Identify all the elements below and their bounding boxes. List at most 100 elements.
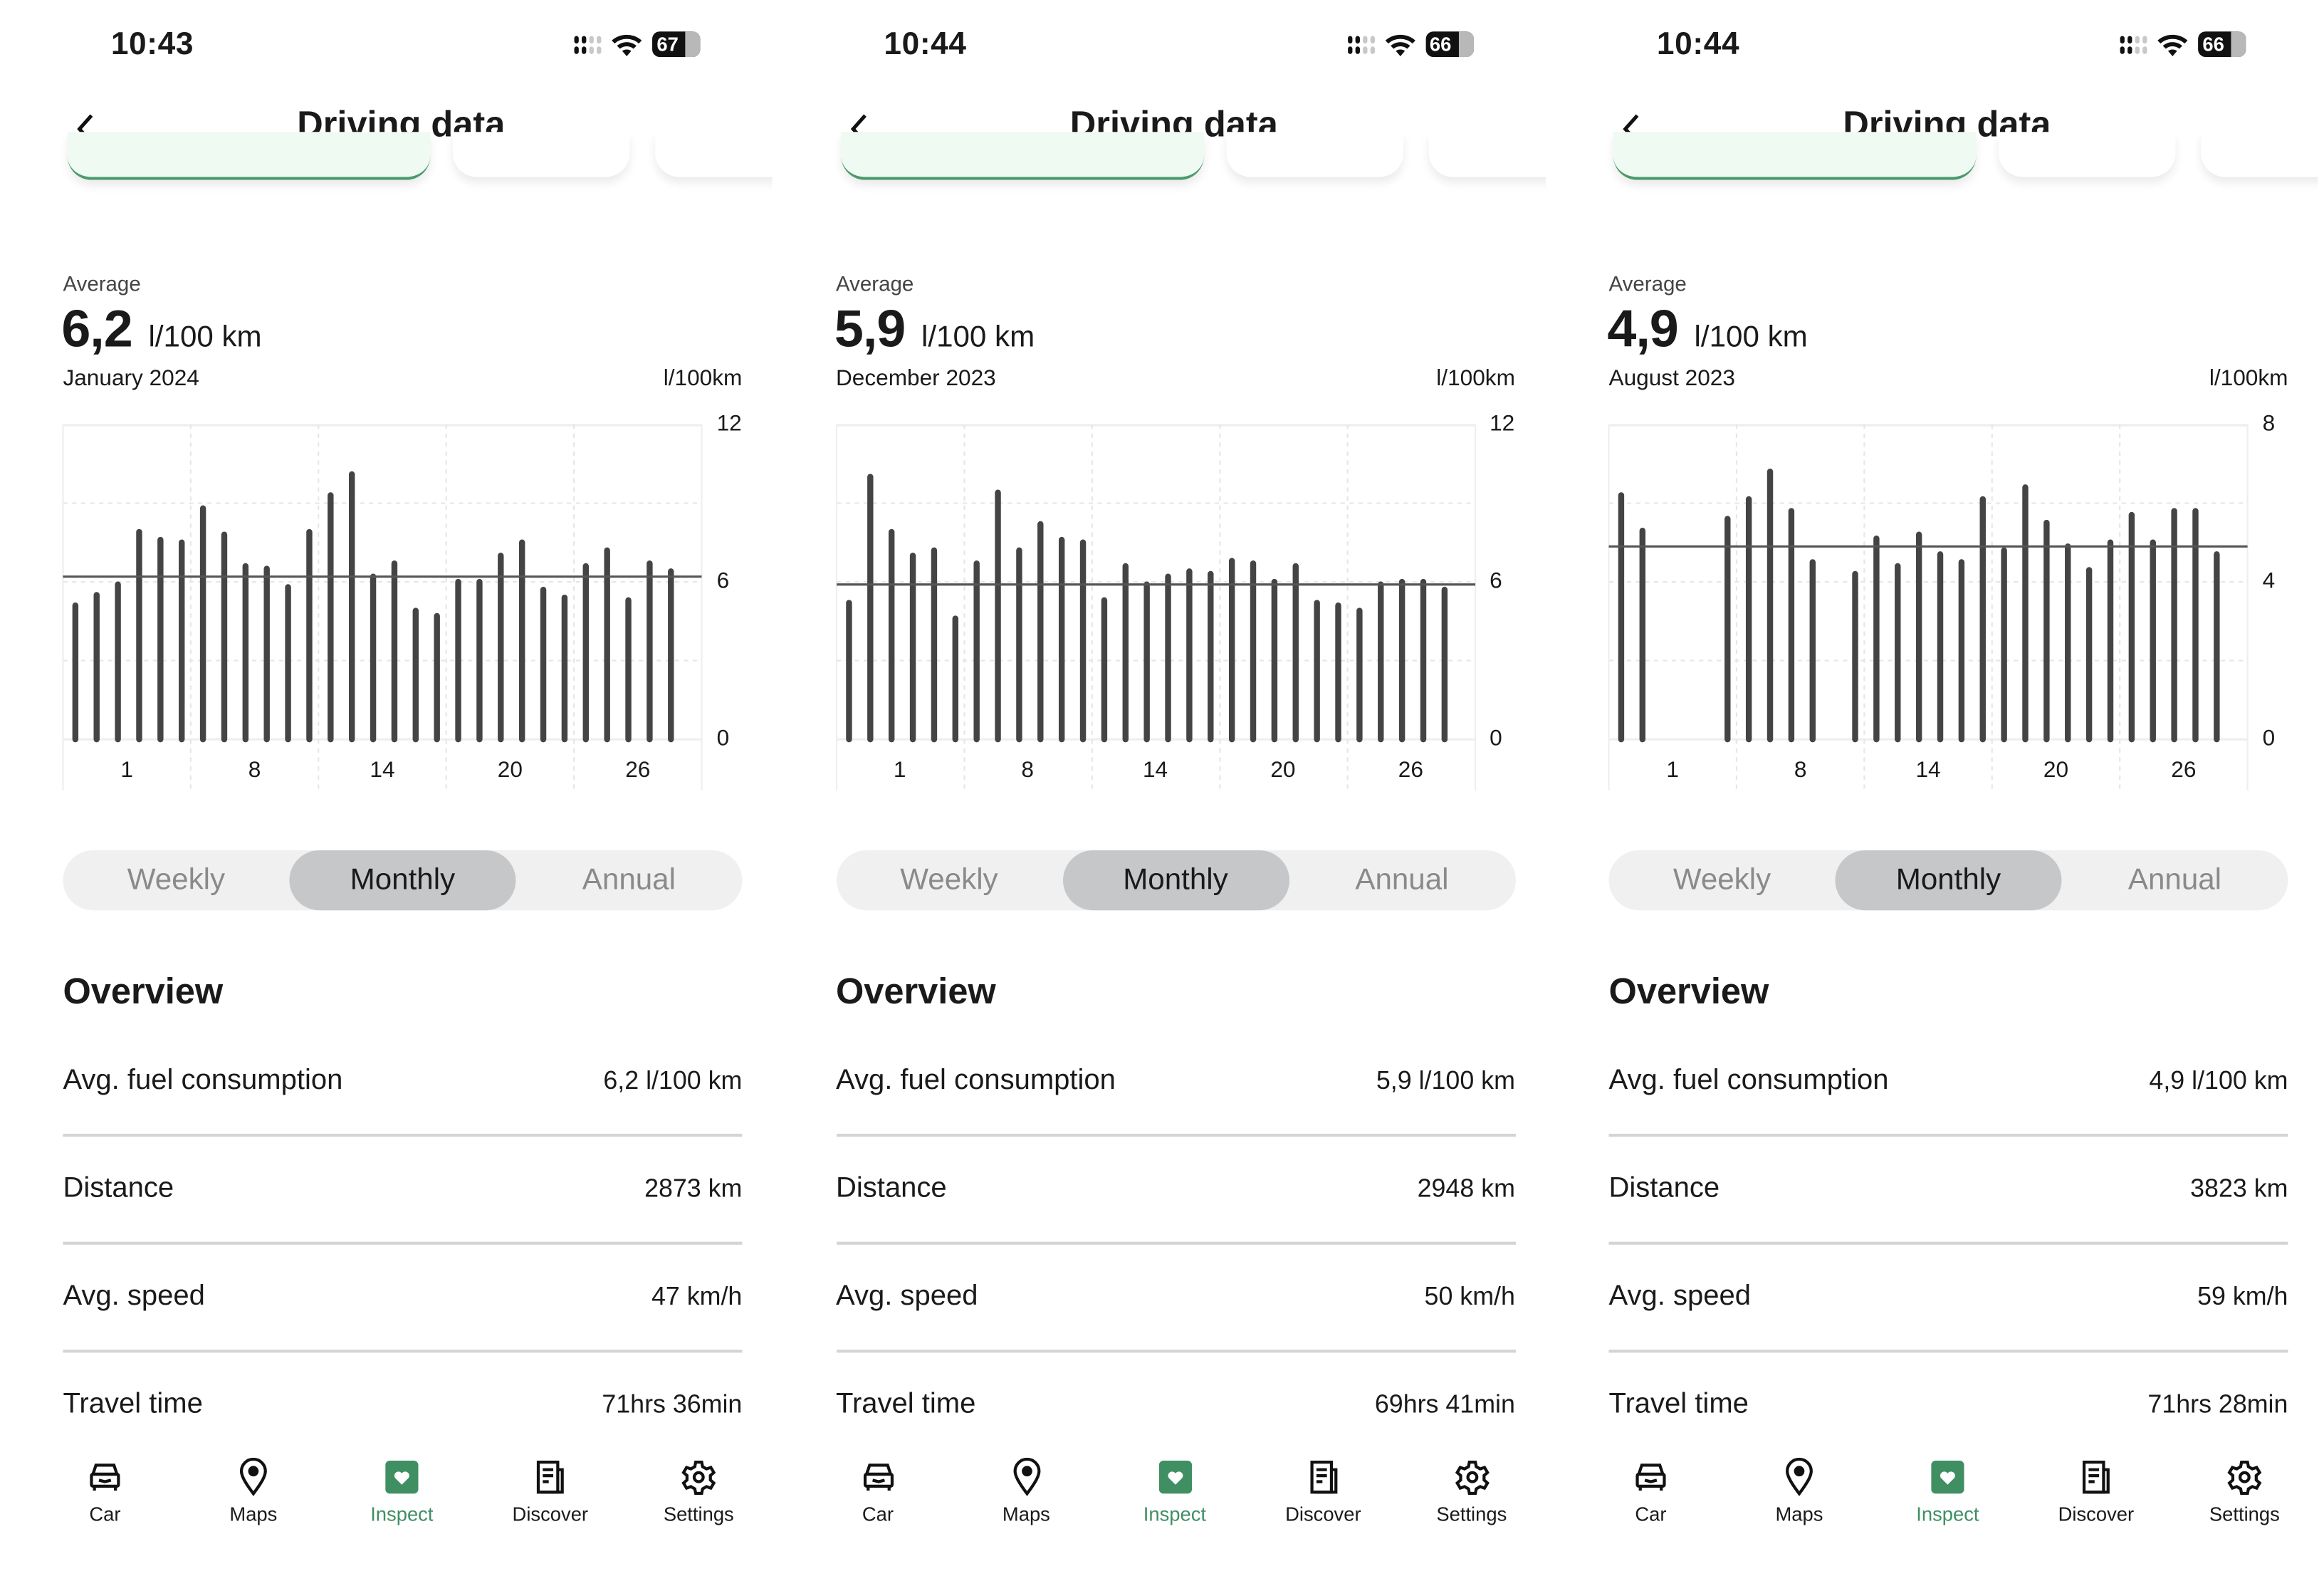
nav-label: Discover bbox=[1285, 1503, 1361, 1525]
row-divider bbox=[1608, 1241, 2288, 1244]
inspect-heart-icon bbox=[335, 1455, 470, 1500]
row-divider bbox=[63, 1241, 743, 1244]
x-tick-label: 20 bbox=[497, 757, 523, 783]
nav-car[interactable]: Car bbox=[810, 1455, 946, 1525]
vehicle-tab-active[interactable] bbox=[67, 132, 431, 180]
segment-monthly[interactable]: Monthly bbox=[1835, 850, 2062, 911]
x-tick-label: 1 bbox=[1666, 757, 1680, 783]
x-tick-label: 14 bbox=[370, 757, 395, 783]
overview-row: Travel time 71hrs 28min bbox=[1609, 1351, 2288, 1459]
y-tick-label: 0 bbox=[716, 726, 730, 752]
status-icons: 67 bbox=[574, 31, 701, 58]
segment-monthly[interactable]: Monthly bbox=[1062, 850, 1289, 911]
overview-row-label: Travel time bbox=[63, 1388, 203, 1421]
nav-maps[interactable]: Maps bbox=[959, 1455, 1094, 1525]
segment-weekly[interactable]: Weekly bbox=[127, 862, 226, 897]
wifi-icon bbox=[1384, 34, 1415, 56]
gear-icon bbox=[2177, 1455, 2313, 1500]
nav-label: Settings bbox=[2209, 1503, 2280, 1525]
battery-level: 66 bbox=[1429, 33, 1452, 56]
overview-row-label: Avg. fuel consumption bbox=[1608, 1065, 1889, 1097]
y-tick-label: 0 bbox=[2262, 726, 2276, 752]
nav-settings[interactable]: Settings bbox=[632, 1455, 767, 1525]
overview-row-label: Distance bbox=[835, 1172, 947, 1204]
overview-row-value: 71hrs 36min bbox=[602, 1390, 743, 1419]
axis-unit-label: l/100km bbox=[2209, 365, 2288, 392]
battery-icon: 66 bbox=[2198, 31, 2246, 58]
overview-heading: Overview bbox=[63, 971, 224, 1013]
status-icons: 66 bbox=[2120, 31, 2246, 58]
segment-annual[interactable]: Annual bbox=[582, 862, 676, 897]
nav-label: Maps bbox=[1775, 1503, 1823, 1525]
vehicle-tab-active[interactable] bbox=[1613, 132, 1977, 180]
inspect-heart-icon bbox=[1107, 1455, 1242, 1500]
segment-annual[interactable]: Annual bbox=[2127, 862, 2222, 897]
nav-discover[interactable]: Discover bbox=[483, 1455, 618, 1525]
period-segmented-control: Weekly Monthly Annual bbox=[1608, 850, 2288, 911]
segment-weekly[interactable]: Weekly bbox=[900, 862, 998, 897]
nav-label: Discover bbox=[2058, 1503, 2135, 1525]
segment-annual[interactable]: Annual bbox=[1355, 862, 1449, 897]
news-icon bbox=[483, 1455, 618, 1500]
overview-row: Avg. fuel consumption 4,9 l/100 km bbox=[1609, 1027, 2288, 1135]
segment-weekly[interactable]: Weekly bbox=[1673, 862, 1771, 897]
nav-label: Car bbox=[862, 1503, 894, 1525]
overview-row-label: Travel time bbox=[835, 1388, 976, 1421]
nav-label: Settings bbox=[1436, 1503, 1507, 1525]
overview-row-label: Distance bbox=[63, 1172, 174, 1204]
overview-row-value: 71hrs 28min bbox=[2147, 1390, 2288, 1419]
overview-row: Avg. speed 47 km/h bbox=[63, 1243, 742, 1352]
vehicle-tab[interactable] bbox=[1999, 132, 2176, 177]
average-value: 4,9 bbox=[1607, 300, 1678, 359]
overview-heading: Overview bbox=[1608, 971, 1769, 1013]
nav-maps[interactable]: Maps bbox=[186, 1455, 321, 1525]
nav-car[interactable]: Car bbox=[1584, 1455, 1719, 1525]
vehicle-tab[interactable] bbox=[1428, 132, 1546, 177]
average-value: 6,2 bbox=[61, 300, 132, 359]
overview-row-label: Avg. speed bbox=[1608, 1280, 1752, 1313]
vehicle-tab[interactable] bbox=[1225, 132, 1403, 177]
nav-label: Maps bbox=[1002, 1503, 1050, 1525]
x-tick-label: 26 bbox=[2171, 757, 2197, 783]
nav-car[interactable]: Car bbox=[38, 1455, 173, 1525]
nav-settings[interactable]: Settings bbox=[1404, 1455, 1539, 1525]
wifi-icon bbox=[2157, 34, 2188, 56]
overview-heading: Overview bbox=[835, 971, 996, 1013]
nav-inspect[interactable]: Inspect bbox=[1107, 1455, 1242, 1525]
overview-row-value: 2873 km bbox=[644, 1174, 743, 1203]
wifi-icon bbox=[612, 34, 642, 56]
nav-label: Car bbox=[89, 1503, 121, 1525]
news-icon bbox=[2029, 1455, 2164, 1500]
overview-row: Avg. fuel consumption 6,2 l/100 km bbox=[63, 1027, 742, 1135]
inspect-heart-icon bbox=[1880, 1455, 2016, 1500]
row-divider bbox=[63, 1350, 743, 1352]
vehicle-tab[interactable] bbox=[655, 132, 773, 177]
period-segmented-control: Weekly Monthly Annual bbox=[63, 850, 743, 911]
vehicle-tab[interactable] bbox=[2201, 132, 2318, 177]
axis-unit-label: l/100km bbox=[663, 365, 743, 392]
nav-inspect[interactable]: Inspect bbox=[1880, 1455, 2016, 1525]
average-unit: l/100 km bbox=[1694, 320, 1808, 354]
average-label: Average bbox=[63, 271, 141, 296]
vehicle-tab[interactable] bbox=[452, 132, 630, 177]
segment-monthly[interactable]: Monthly bbox=[289, 850, 516, 911]
nav-inspect[interactable]: Inspect bbox=[335, 1455, 470, 1525]
nav-discover[interactable]: Discover bbox=[2029, 1455, 2164, 1525]
car-icon bbox=[38, 1455, 173, 1500]
row-divider bbox=[1608, 1350, 2288, 1352]
overview-row-label: Distance bbox=[1608, 1172, 1720, 1204]
battery-icon: 67 bbox=[652, 31, 701, 58]
nav-settings[interactable]: Settings bbox=[2177, 1455, 2313, 1525]
y-tick-label: 0 bbox=[1490, 726, 1502, 752]
overview-row-value: 3823 km bbox=[2190, 1174, 2288, 1203]
nav-maps[interactable]: Maps bbox=[1732, 1455, 1867, 1525]
x-tick-label: 8 bbox=[1794, 757, 1807, 783]
axis-unit-label: l/100km bbox=[1436, 365, 1515, 392]
nav-discover[interactable]: Discover bbox=[1256, 1455, 1391, 1525]
x-tick-label: 14 bbox=[1142, 757, 1168, 783]
vehicle-tab-active[interactable] bbox=[840, 132, 1203, 180]
overview-row: Travel time 69hrs 41min bbox=[836, 1351, 1515, 1459]
status-time: 10:44 bbox=[884, 26, 967, 62]
fuel-consumption-chart bbox=[1608, 424, 2249, 791]
